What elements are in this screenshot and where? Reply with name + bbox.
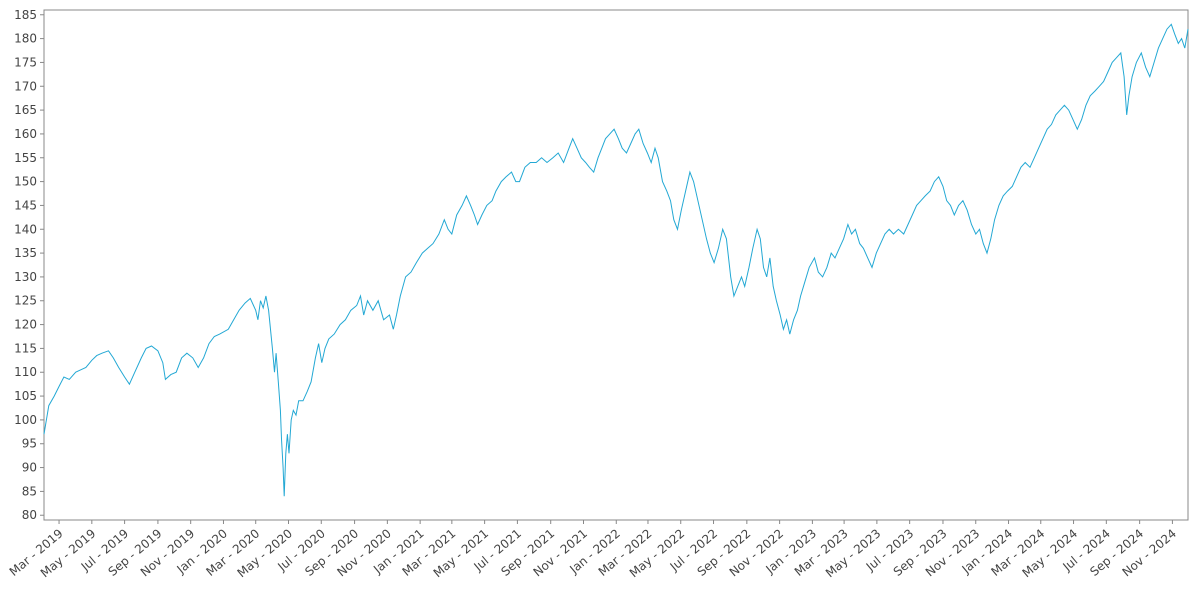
- y-tick-label: 125: [14, 294, 37, 308]
- y-tick-label: 135: [14, 246, 37, 260]
- y-tick-label: 180: [14, 32, 37, 46]
- y-tick-label: 110: [14, 365, 37, 379]
- y-tick-label: 90: [22, 461, 37, 475]
- plot-frame: [43, 9, 1189, 521]
- y-tick-label: 80: [22, 508, 37, 522]
- y-tick-label: 105: [14, 389, 37, 403]
- y-tick-label: 150: [14, 175, 37, 189]
- y-tick-label: 115: [14, 341, 37, 355]
- y-tick-label: 185: [14, 8, 37, 22]
- y-tick-label: 170: [14, 79, 37, 93]
- y-tick-label: 120: [14, 318, 37, 332]
- y-tick-label: 155: [14, 151, 37, 165]
- y-tick-label: 95: [22, 437, 37, 451]
- y-tick-label: 145: [14, 198, 37, 212]
- y-axis: 80 85 90 95 100 105 110 115 120 125 130 135 140 145 15…: [14, 8, 44, 522]
- y-tick-label: 85: [22, 484, 37, 498]
- y-tick-label: 175: [14, 55, 37, 69]
- y-tick-label: 165: [14, 103, 37, 117]
- y-tick-label: 130: [14, 270, 37, 284]
- y-tick-label: 100: [14, 413, 37, 427]
- price-series-line: [43, 23, 1189, 497]
- y-tick-label: 160: [14, 127, 37, 141]
- y-tick-label: 140: [14, 222, 37, 236]
